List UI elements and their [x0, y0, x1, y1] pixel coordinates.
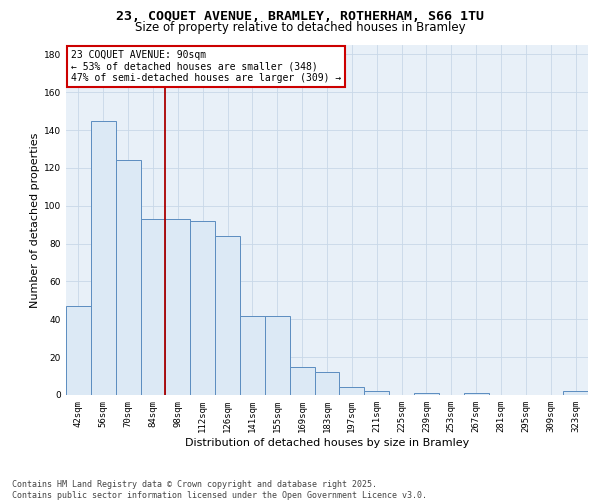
Bar: [563, 391, 588, 395]
Y-axis label: Number of detached properties: Number of detached properties: [30, 132, 40, 308]
Bar: [140, 219, 166, 395]
X-axis label: Distribution of detached houses by size in Bramley: Distribution of detached houses by size …: [185, 438, 469, 448]
Bar: [215, 236, 240, 395]
Bar: [290, 366, 314, 395]
Text: Contains HM Land Registry data © Crown copyright and database right 2025.
Contai: Contains HM Land Registry data © Crown c…: [12, 480, 427, 500]
Text: 23, COQUET AVENUE, BRAMLEY, ROTHERHAM, S66 1TU: 23, COQUET AVENUE, BRAMLEY, ROTHERHAM, S…: [116, 10, 484, 23]
Bar: [91, 120, 116, 395]
Bar: [464, 393, 488, 395]
Bar: [414, 393, 439, 395]
Bar: [314, 372, 340, 395]
Bar: [340, 388, 364, 395]
Bar: [116, 160, 140, 395]
Text: Size of property relative to detached houses in Bramley: Size of property relative to detached ho…: [134, 21, 466, 34]
Bar: [166, 219, 190, 395]
Bar: [265, 316, 290, 395]
Text: 23 COQUET AVENUE: 90sqm
← 53% of detached houses are smaller (348)
47% of semi-d: 23 COQUET AVENUE: 90sqm ← 53% of detache…: [71, 50, 341, 84]
Bar: [364, 391, 389, 395]
Bar: [66, 306, 91, 395]
Bar: [240, 316, 265, 395]
Bar: [190, 221, 215, 395]
